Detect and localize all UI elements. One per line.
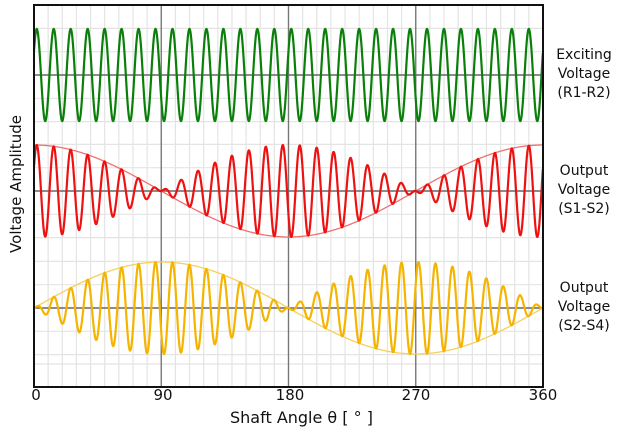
y-axis-label: Voltage Amplitude xyxy=(7,115,25,253)
x-tick-180: 180 xyxy=(275,386,305,404)
waveforms xyxy=(32,27,544,356)
legend-line: Exciting xyxy=(556,47,612,63)
waveform-1 xyxy=(32,143,544,239)
legend-line: Voltage xyxy=(557,66,611,82)
legend-line: Voltage xyxy=(557,299,611,315)
legend-line: (R1-R2) xyxy=(557,85,611,101)
legend-exciting-voltage: Exciting Voltage (R1-R2) xyxy=(548,46,620,103)
legend-line: Voltage xyxy=(557,182,611,198)
legend-line: Output xyxy=(559,280,609,296)
waveform-2 xyxy=(33,260,544,356)
legend-output-s1-s2: Output Voltage (S1-S2) xyxy=(548,162,620,219)
legend-output-s2-s4: Output Voltage (S2-S4) xyxy=(548,279,620,336)
legend-line: (S2-S4) xyxy=(558,318,610,334)
x-tick-0: 0 xyxy=(31,386,41,404)
waveform-0 xyxy=(32,27,544,123)
x-tick-270: 270 xyxy=(401,386,431,404)
x-tick-90: 90 xyxy=(153,386,173,404)
plot-border xyxy=(33,4,544,388)
legend-line: (S1-S2) xyxy=(558,201,610,217)
legend-line: Output xyxy=(559,163,609,179)
x-axis-label: Shaft Angle θ [ ° ] xyxy=(230,408,373,427)
x-tick-360: 360 xyxy=(528,386,558,404)
